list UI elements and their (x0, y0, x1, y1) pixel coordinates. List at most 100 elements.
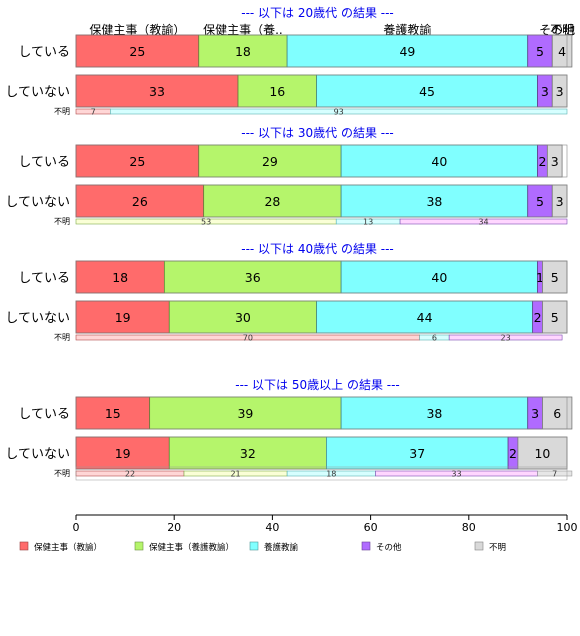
legend-swatch (134, 541, 144, 551)
category-header-label: 養護教諭 (383, 22, 431, 37)
data-label: 37 (409, 446, 425, 461)
legend-swatch (249, 541, 259, 551)
bar-segment (198, 144, 342, 178)
data-label: 25 (129, 154, 145, 169)
data-label: 5 (536, 44, 544, 59)
data-label: 38 (426, 406, 442, 421)
bar-outline (75, 396, 568, 430)
bar-segment (286, 34, 529, 68)
row-label: していない (5, 447, 70, 462)
data-label: 3 (556, 194, 564, 209)
legend-swatch (19, 541, 29, 551)
data-label: 16 (269, 84, 285, 99)
data-label: 18 (235, 44, 251, 59)
data-label: 32 (240, 446, 256, 461)
unknown-bar-segment (537, 470, 573, 477)
unknown-data-label: 70 (243, 334, 253, 343)
row-label: していない (5, 195, 70, 210)
bar-segment (149, 396, 342, 430)
bar-segment (326, 436, 509, 470)
x-tick-label: 80 (462, 521, 476, 534)
bar-segment (542, 260, 568, 294)
data-label: 5 (551, 310, 559, 325)
bar-outline (75, 436, 568, 470)
x-tick-label: 0 (73, 521, 80, 534)
unknown-row-label: 不明 (54, 107, 70, 116)
unknown-row-label: 不明 (54, 333, 70, 342)
bar-segment (340, 260, 538, 294)
data-label: 5 (551, 270, 559, 285)
data-label: 1 (536, 270, 544, 285)
data-label: 40 (431, 154, 447, 169)
bar-outline (75, 300, 568, 334)
data-label: 2 (538, 154, 546, 169)
unknown-data-label: 33 (451, 470, 461, 479)
unknown-bar-segment (448, 334, 563, 341)
row-label: していない (5, 311, 70, 326)
data-label: 49 (399, 44, 415, 59)
group-title: --- 以下は 50歳以上 の結果 --- (235, 378, 400, 392)
legend-swatch (474, 541, 484, 551)
bar-segment (203, 184, 342, 218)
row-label: していない (5, 85, 70, 100)
unknown-data-label: 7 (552, 470, 557, 479)
bar-outline (75, 34, 568, 68)
unknown-data-label: 18 (326, 470, 336, 479)
legend-label: 保健主事（養護教諭） (149, 542, 234, 553)
unknown-bar-outline (75, 466, 568, 481)
data-label: 45 (419, 84, 435, 99)
data-label: 6 (553, 406, 561, 421)
group-title: --- 以下は 20歳代 の結果 --- (241, 6, 394, 20)
x-tick-label: 100 (557, 521, 578, 534)
unknown-data-label: 53 (201, 218, 211, 227)
data-label: 19 (115, 446, 131, 461)
row-label: している (18, 271, 70, 286)
legend-swatch (361, 541, 371, 551)
data-label: 38 (426, 194, 442, 209)
data-label: 18 (112, 270, 128, 285)
group-title: --- 以下は 30歳代 の結果 --- (241, 126, 394, 140)
unknown-data-label: 6 (432, 334, 437, 343)
data-label: 28 (264, 194, 280, 209)
legend-label: 不明 (489, 543, 506, 553)
legend-label: 保健主事（教諭） (34, 542, 102, 553)
unknown-data-label: 93 (334, 108, 344, 117)
data-label: 2 (534, 310, 542, 325)
category-header-label: 不明 (550, 23, 574, 37)
group-title: --- 以下は 40歳代 の結果 --- (241, 242, 394, 256)
bar-segment (168, 300, 317, 334)
data-label: 44 (417, 310, 433, 325)
unknown-data-label: 23 (501, 334, 511, 343)
data-label: 25 (129, 44, 145, 59)
category-header-label: 保健主事（養.. (203, 22, 283, 37)
data-label: 10 (534, 446, 550, 461)
unknown-data-label: 13 (363, 218, 373, 227)
unknown-row-label: 不明 (54, 469, 70, 478)
data-label: 36 (245, 270, 261, 285)
unknown-data-label: 7 (91, 108, 96, 117)
bar-outline (75, 184, 568, 218)
category-header-label: 保健主事（教諭） (89, 22, 185, 37)
data-label: 3 (541, 84, 549, 99)
data-label: 33 (149, 84, 165, 99)
data-label: 15 (105, 406, 121, 421)
data-label: 3 (531, 406, 539, 421)
unknown-data-label: 21 (230, 470, 240, 479)
x-tick-label: 60 (364, 521, 378, 534)
unknown-bar-segment (110, 108, 568, 115)
data-label: 5 (536, 194, 544, 209)
row-label: している (18, 407, 70, 422)
unknown-data-label: 34 (478, 218, 488, 227)
bar-segment (316, 74, 538, 108)
x-tick-label: 20 (167, 521, 181, 534)
row-label: している (18, 155, 70, 170)
row-label: している (18, 45, 70, 60)
bar-segment (75, 144, 200, 178)
data-label: 26 (132, 194, 148, 209)
legend-label: 養護教諭 (264, 542, 299, 553)
data-label: 3 (556, 84, 564, 99)
bar-segment (340, 184, 529, 218)
data-label: 19 (115, 310, 131, 325)
data-label: 30 (235, 310, 251, 325)
